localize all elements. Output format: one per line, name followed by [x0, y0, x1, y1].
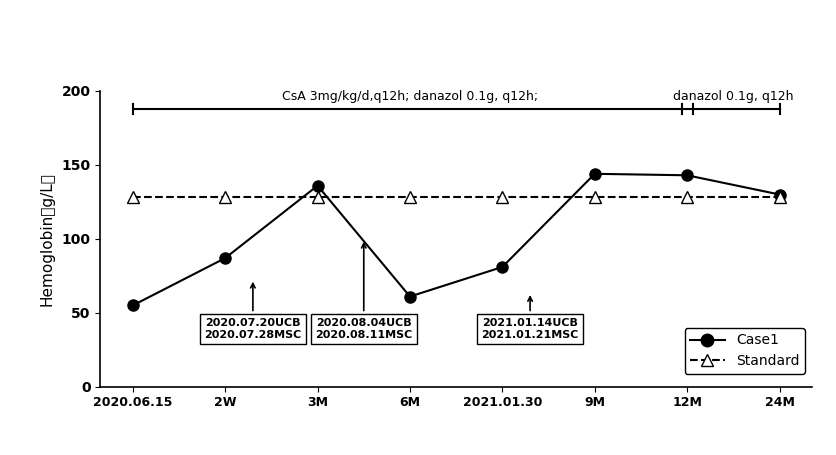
Standard: [681, 195, 691, 200]
Standard: [589, 195, 599, 200]
Standard: [220, 195, 230, 200]
Case1: [128, 303, 138, 308]
Standard: [497, 195, 507, 200]
Case1: [312, 183, 322, 188]
Case1: [497, 264, 507, 270]
Case1: [773, 192, 783, 197]
Standard: [773, 195, 783, 200]
Case1: [681, 172, 691, 178]
Case1: [405, 294, 415, 299]
Text: 2020.08.04UCB
2020.08.11MSC: 2020.08.04UCB 2020.08.11MSC: [315, 243, 412, 340]
Standard: [405, 195, 415, 200]
Case1: [589, 171, 599, 177]
Text: 2021.01.14UCB
2021.01.21MSC: 2021.01.14UCB 2021.01.21MSC: [481, 297, 578, 340]
Text: danazol 0.1g, q12h: danazol 0.1g, q12h: [672, 90, 793, 103]
Case1: [220, 255, 230, 261]
Text: 2020.07.20UCB
2020.07.28MSC: 2020.07.20UCB 2020.07.28MSC: [204, 283, 301, 340]
Legend: Case1, Standard: Case1, Standard: [684, 328, 804, 374]
Text: CsA 3mg/kg/d,q12h; danazol 0.1g, q12h;: CsA 3mg/kg/d,q12h; danazol 0.1g, q12h;: [282, 90, 538, 103]
Standard: [128, 195, 138, 200]
Line: Standard: Standard: [127, 192, 784, 203]
Y-axis label: Hemoglobin（g/L）: Hemoglobin（g/L）: [39, 172, 54, 306]
Line: Case1: Case1: [127, 168, 784, 311]
Standard: [312, 195, 322, 200]
